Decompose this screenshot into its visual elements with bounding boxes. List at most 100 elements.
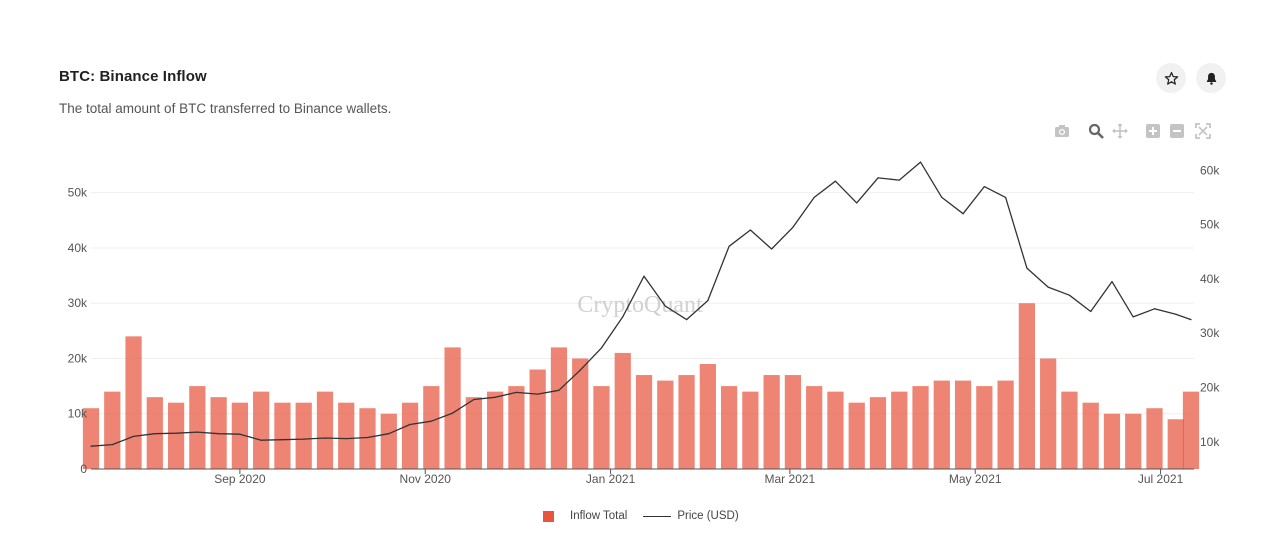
inflow-bar — [189, 386, 206, 469]
price-point — [685, 319, 688, 321]
price-point — [1132, 316, 1134, 318]
price-point — [1190, 319, 1192, 321]
price-point — [771, 248, 773, 250]
inflow-bar — [976, 386, 993, 469]
inflow-bar — [401, 402, 419, 469]
price-point — [834, 180, 837, 182]
inflow-bar — [720, 386, 738, 469]
zoom-in-icon[interactable] — [1145, 123, 1161, 139]
bar-series — [82, 303, 1200, 469]
price-point — [1005, 196, 1007, 199]
price-point — [345, 437, 347, 440]
x-tick-label: Jul 2021 — [1138, 472, 1184, 486]
price-point — [515, 391, 517, 394]
price-point — [707, 300, 709, 302]
camera-icon[interactable] — [1054, 123, 1070, 139]
inflow-bar — [635, 375, 653, 469]
inflow-bar — [550, 347, 568, 469]
price-point — [451, 412, 454, 414]
y-left-tick-label: 20k — [68, 351, 88, 365]
inflow-bar — [104, 391, 121, 469]
pan-icon[interactable] — [1112, 123, 1128, 139]
zoom-icon[interactable] — [1088, 123, 1104, 139]
chart-title: BTC: Binance Inflow — [59, 68, 207, 85]
autoscale-icon[interactable] — [1195, 123, 1211, 139]
price-point — [983, 185, 985, 188]
inflow-bar — [848, 402, 865, 469]
inflow-bar — [380, 413, 397, 469]
price-point — [366, 436, 369, 439]
bell-icon — [1206, 72, 1216, 85]
price-point — [260, 439, 262, 441]
y-left-tick-label: 10k — [68, 407, 88, 421]
price-point — [154, 433, 156, 435]
price-point — [111, 443, 113, 446]
price-point — [281, 439, 284, 441]
inflow-bar — [359, 408, 376, 469]
price-point — [664, 305, 666, 307]
price-point — [579, 369, 581, 371]
price-point — [643, 275, 645, 277]
price-point — [622, 316, 624, 318]
y-left-tick-label: 30k — [68, 296, 88, 310]
price-point — [1068, 294, 1071, 296]
line-series — [90, 161, 1192, 447]
y-left-tick-label: 0 — [80, 462, 87, 476]
legend-bar-swatch[interactable] — [543, 510, 554, 522]
inflow-bar — [444, 347, 461, 469]
y-right-tick-label: 10k — [1200, 435, 1220, 449]
inflow-bar — [954, 380, 972, 469]
y-right-tick-label: 60k — [1200, 163, 1220, 177]
price-point — [792, 226, 794, 228]
y-right-tick-label: 50k — [1200, 218, 1220, 232]
price-point — [1090, 310, 1092, 313]
inflow-bar — [1103, 413, 1121, 469]
price-point — [132, 435, 135, 438]
inflow-bar — [1018, 303, 1035, 469]
price-point — [1111, 281, 1113, 283]
price-point — [941, 196, 943, 199]
price-point — [728, 245, 730, 247]
inflow-bar — [1040, 358, 1057, 469]
inflow-bar — [1167, 419, 1184, 469]
inflow-bar — [1146, 408, 1163, 469]
legend-bar-label[interactable]: Inflow Total — [570, 510, 628, 522]
inflow-bar — [508, 386, 525, 469]
y-right-tick-label: 30k — [1200, 326, 1220, 340]
price-point — [856, 202, 858, 204]
price-point — [218, 433, 220, 435]
price-point — [962, 213, 964, 215]
inflow-bar — [465, 397, 482, 469]
inflow-bar — [316, 391, 334, 469]
inflow-bar — [827, 391, 844, 469]
inflow-bar — [806, 386, 823, 469]
price-point — [239, 433, 241, 435]
axes: 0 10k 20k 30k 40k 50k 10k 20k 30k 40k 50k 60k Sep 20… — [68, 163, 1221, 486]
legend-line-swatch[interactable] — [643, 515, 672, 517]
chart-subtitle: The total amount of BTC transferred to B… — [59, 101, 392, 116]
inflow-bar — [295, 402, 312, 469]
x-tick-label: Mar 2021 — [765, 472, 816, 486]
favorite-button[interactable] — [1156, 63, 1186, 93]
y-left-tick-label: 50k — [68, 186, 88, 200]
inflow-chart: CryptoQuant 0 10k 20k 30k 40k 50k 10k 20k 30k 40k… — [68, 161, 1221, 486]
inflow-bar — [933, 380, 950, 469]
inflow-bar — [699, 364, 716, 469]
inflow-bar — [572, 358, 589, 469]
price-point — [90, 445, 92, 447]
price-point — [303, 438, 305, 440]
price-point — [1026, 267, 1028, 269]
legend-line-label[interactable]: Price (USD) — [677, 510, 739, 522]
alert-button[interactable] — [1196, 63, 1226, 93]
price-point — [898, 179, 900, 181]
price-point — [494, 396, 496, 398]
price-point — [813, 196, 815, 199]
x-tick-label: Sep 2020 — [214, 472, 266, 486]
inflow-bar — [784, 375, 802, 469]
inflow-bar — [125, 336, 142, 469]
inflow-bar — [82, 408, 100, 469]
zoom-out-icon[interactable] — [1169, 123, 1185, 139]
inflow-bar — [529, 369, 546, 469]
price-point — [537, 393, 539, 395]
price-point — [749, 229, 751, 231]
